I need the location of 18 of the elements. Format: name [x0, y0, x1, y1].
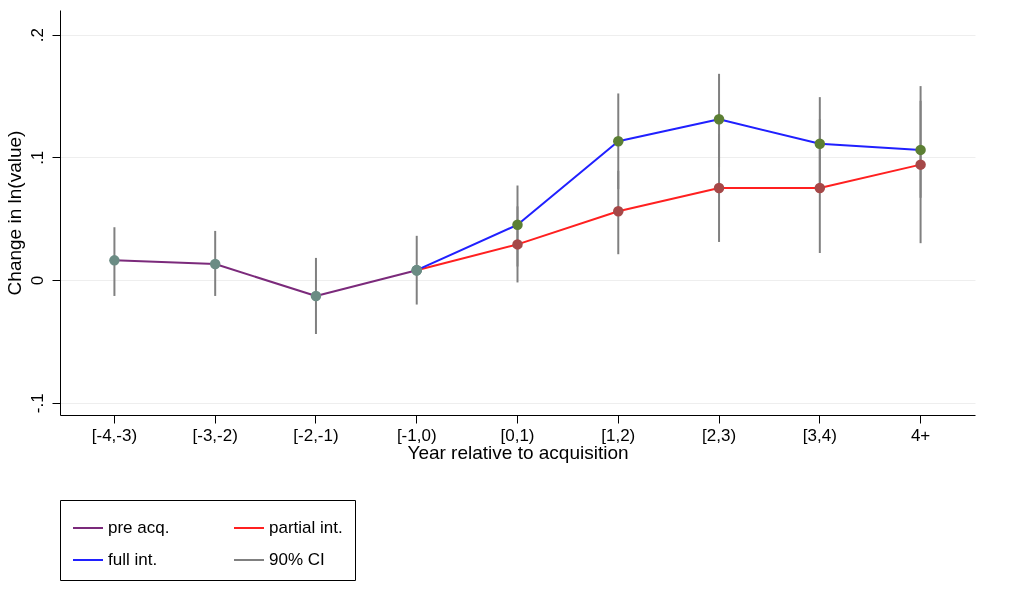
legend-label: partial int.: [269, 518, 343, 537]
y-tick-label: 0: [27, 275, 47, 286]
x-tick-label: [-3,-2): [192, 425, 238, 445]
legend-label: pre acq.: [108, 518, 170, 537]
x-tick-label: [0,1): [500, 425, 535, 445]
y-tick-label: .1: [27, 150, 47, 165]
y-tick-label: -.1: [27, 393, 47, 414]
x-tick-label: [2,3): [702, 425, 737, 445]
x-tick-label: 4+: [910, 425, 931, 445]
y-tick-label: .2: [27, 27, 47, 43]
x-tick-label: [-1,0): [396, 425, 437, 445]
x-tick-label: [-4,-3): [91, 425, 138, 445]
x-tick-label: [3,4): [802, 425, 837, 445]
legend-label: full int.: [108, 550, 158, 569]
y-axis-title: Change in ln(value): [3, 130, 25, 296]
legend-label: 90% CI: [269, 550, 325, 569]
x-tick-label: [-2,-1): [293, 425, 339, 445]
x-tick-label: [1,2): [601, 425, 636, 445]
